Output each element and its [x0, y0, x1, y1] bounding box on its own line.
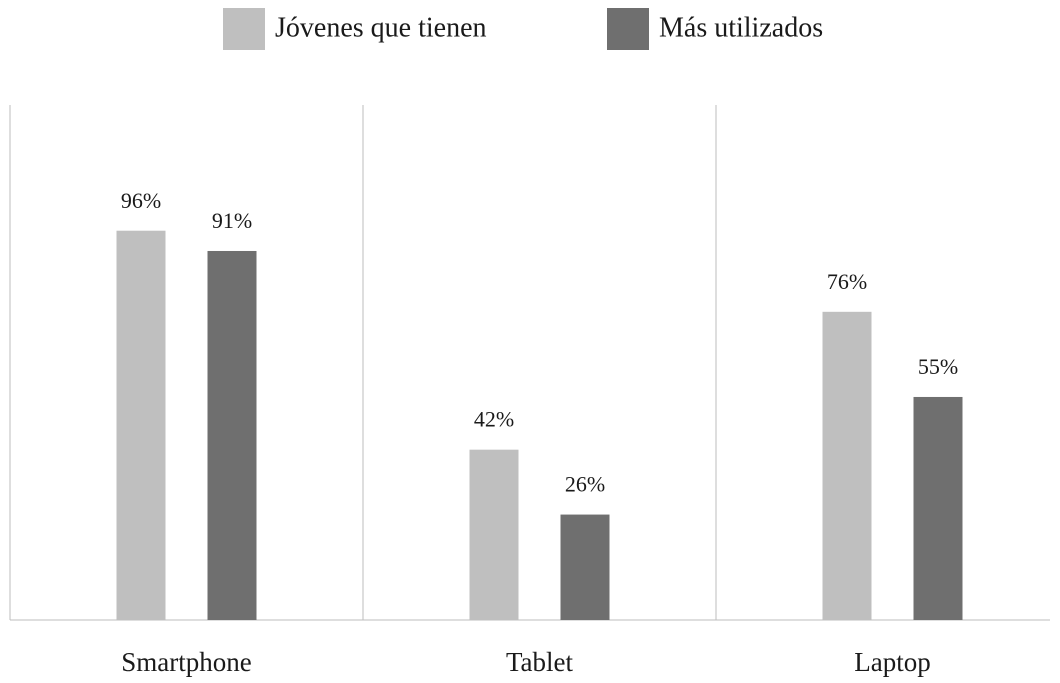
legend-swatch — [223, 8, 265, 50]
x-tick-label: Laptop — [854, 647, 930, 677]
legend-label: Más utilizados — [659, 12, 823, 43]
legend-label: Jóvenes que tienen — [275, 12, 487, 43]
bar — [207, 250, 257, 620]
x-tick-label: Tablet — [506, 647, 574, 677]
data-label: 55% — [918, 354, 958, 379]
data-label: 91% — [212, 208, 252, 233]
data-label: 76% — [827, 269, 867, 294]
data-label: 42% — [474, 407, 514, 432]
bar — [913, 396, 963, 620]
x-tick-label: Smartphone — [121, 647, 251, 677]
data-label: 26% — [565, 472, 605, 497]
bar — [469, 449, 519, 620]
bar — [116, 230, 166, 620]
bar — [822, 311, 872, 620]
legend-swatch — [607, 8, 649, 50]
data-label: 96% — [121, 188, 161, 213]
bar — [560, 514, 610, 620]
